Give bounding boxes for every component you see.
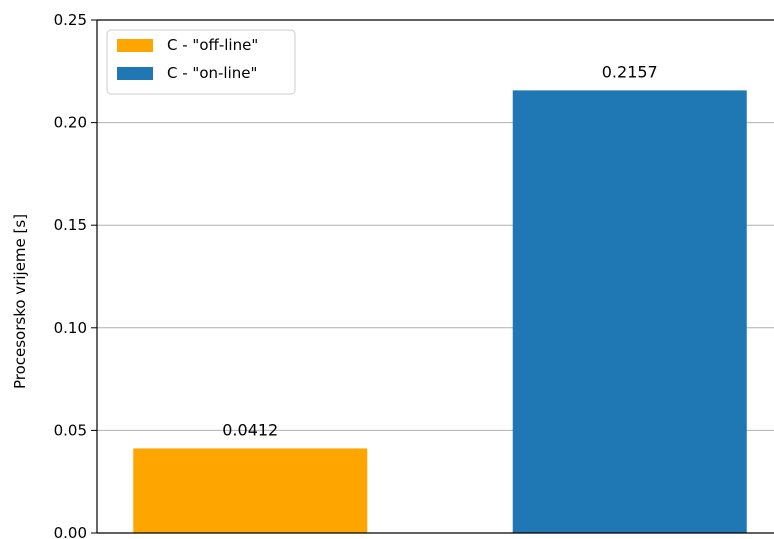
legend: C - "off-line" C - "on-line" [106, 29, 296, 95]
labels: 0.00 0.05 0.10 0.15 0.20 0.25 0.0412 0.2157 [54, 11, 658, 539]
bar-value-label: 0.2157 [602, 62, 658, 81]
y-tick-label: 0.25 [54, 11, 87, 29]
legend-entry-label: C - "off-line" [167, 36, 258, 54]
y-tick-label: 0.20 [54, 114, 87, 132]
legend-entry-label: C - "on-line" [167, 64, 257, 82]
bar-value-label: 0.0412 [222, 420, 278, 439]
axes [91, 19, 774, 534]
bar [133, 448, 368, 533]
legend-swatch [117, 67, 153, 80]
y-tick-label: 0.15 [54, 216, 87, 234]
legend-swatch [117, 39, 153, 52]
y-axis-title: Procesorsko vrijeme [s] [11, 214, 29, 389]
legend-box [106, 29, 296, 95]
bars [133, 90, 747, 533]
bar [512, 90, 747, 533]
y-tick-label: 0.05 [54, 421, 87, 439]
y-tick-label: 0.00 [54, 524, 87, 539]
y-tick-label: 0.10 [54, 319, 87, 337]
